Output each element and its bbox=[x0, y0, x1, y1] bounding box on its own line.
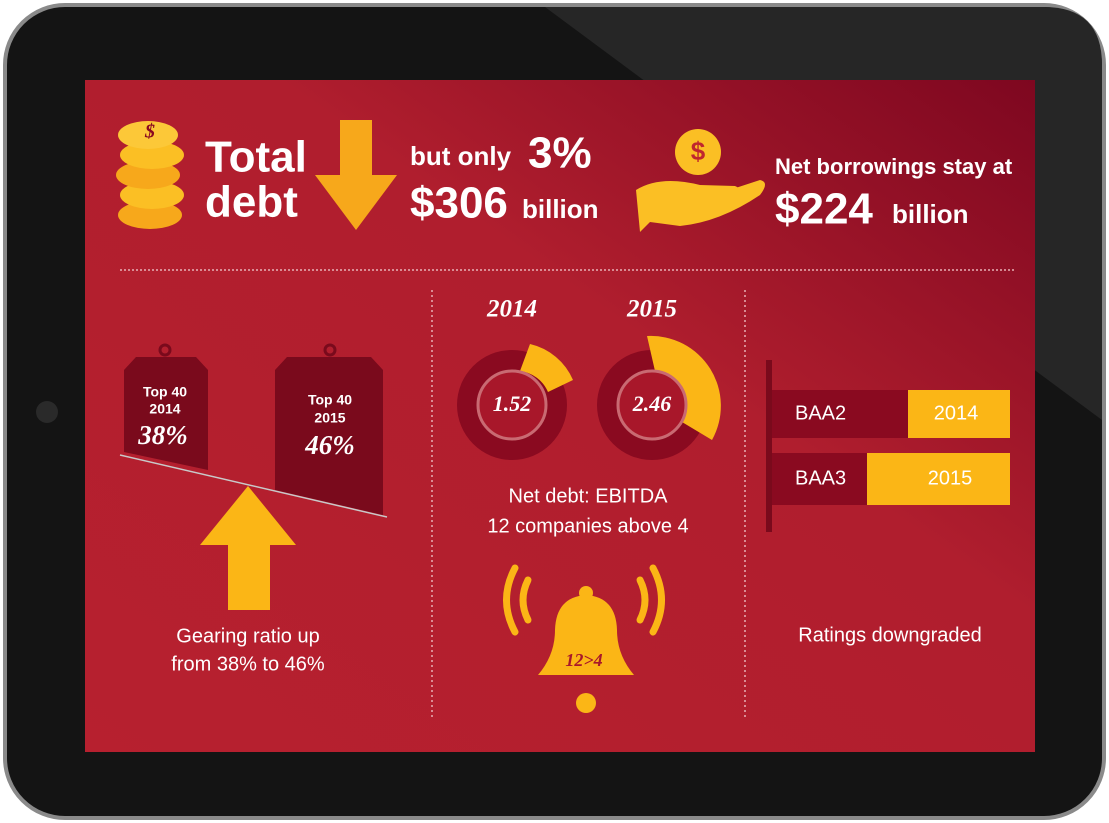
rating-year: 2015 bbox=[928, 467, 973, 489]
bell-label: 12>4 bbox=[565, 650, 602, 670]
tag-year: 2014 bbox=[149, 401, 180, 417]
debt-amount: $306 bbox=[410, 179, 508, 228]
caption: from 38% to 46% bbox=[171, 653, 325, 675]
bell-clapper bbox=[576, 693, 596, 713]
tag-year: 2015 bbox=[314, 410, 345, 426]
drop-percent: 3% bbox=[528, 129, 592, 178]
amount-unit: billion bbox=[522, 194, 599, 224]
but-only: but only bbox=[410, 141, 512, 171]
tag-value: 38% bbox=[137, 420, 188, 450]
donut-value: 1.52 bbox=[493, 391, 532, 416]
net-borrowings: Net borrowings stay at bbox=[775, 154, 1013, 179]
coin-symbol: $ bbox=[144, 121, 155, 143]
caption: 12 companies above 4 bbox=[487, 515, 688, 537]
tag-group: Top 40 bbox=[308, 392, 352, 408]
tag-group: Top 40 bbox=[143, 384, 187, 400]
caption: Ratings downgraded bbox=[798, 624, 981, 646]
caption: Gearing ratio up bbox=[176, 625, 319, 647]
net-amount: $224 bbox=[775, 185, 873, 234]
donut-year: 2015 bbox=[626, 296, 677, 323]
rating-grade: BAA3 bbox=[795, 467, 846, 489]
home-button bbox=[36, 401, 58, 423]
hand-symbol: $ bbox=[691, 136, 706, 166]
donut-year: 2014 bbox=[486, 296, 537, 323]
tag-value: 46% bbox=[304, 430, 355, 460]
donut-value: 2.46 bbox=[632, 391, 672, 416]
infographic-page: $ Total debt but only 3% $306 billion $ … bbox=[0, 0, 1109, 823]
rating-grade: BAA2 bbox=[795, 402, 846, 424]
ratings-pole bbox=[766, 360, 772, 532]
net-unit: billion bbox=[892, 199, 969, 229]
rating-year: 2014 bbox=[934, 402, 979, 424]
total-label: Total bbox=[205, 133, 307, 182]
caption: Net debt: EBITDA bbox=[509, 485, 669, 507]
debt-label: debt bbox=[205, 178, 298, 227]
